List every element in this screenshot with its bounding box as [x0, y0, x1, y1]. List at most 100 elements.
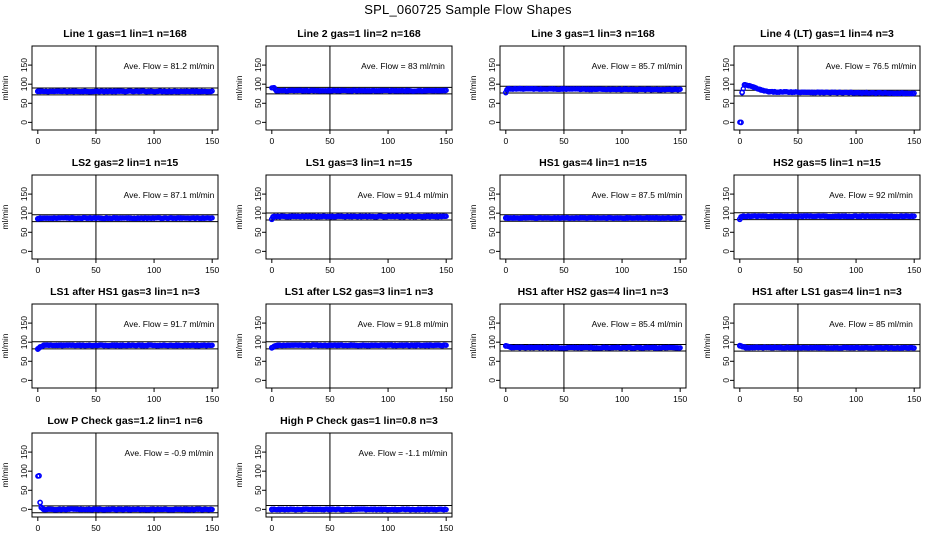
- panel-title: High P Check gas=1 lin=0.8 n=3: [280, 415, 438, 427]
- x-tick-label: 150: [205, 136, 219, 146]
- chart-panel: HS1 after HS2 gas=4 lin=1 n=3 ml/min 0 50 10…: [468, 286, 688, 404]
- data-point: [911, 345, 917, 351]
- x-tick-label: 50: [325, 136, 335, 146]
- x-tick-label: 100: [849, 265, 863, 275]
- data-point: [502, 215, 509, 221]
- y-tick-label: 150: [19, 445, 29, 459]
- x-tick-label: 50: [793, 265, 803, 275]
- x-tick-label: 50: [325, 523, 335, 533]
- panel-title: HS1 gas=4 lin=1 n=15: [539, 157, 647, 169]
- x-tick-label: 50: [559, 265, 569, 275]
- y-tick-label: 50: [721, 98, 731, 108]
- y-tick-label: 150: [487, 58, 497, 72]
- data-point: [502, 343, 509, 349]
- plot-frame: [31, 432, 219, 518]
- x-tick-label: 50: [559, 136, 569, 146]
- data-point: [37, 215, 43, 221]
- data-point: [443, 213, 449, 219]
- x-tick-label: 0: [737, 265, 742, 275]
- panel-title: LS2 gas=2 lin=1 n=15: [72, 157, 179, 169]
- x-tick-label: 100: [381, 523, 395, 533]
- x-tick-label: 100: [147, 136, 161, 146]
- y-tick-label: 50: [487, 227, 497, 237]
- x-tick-label: 100: [147, 394, 161, 404]
- y-tick-label: 100: [253, 77, 263, 91]
- y-tick-label: 50: [253, 227, 263, 237]
- x-tick-label: 50: [91, 523, 101, 533]
- x-tick-label: 0: [35, 523, 40, 533]
- data-point: [911, 213, 917, 219]
- data-series: [502, 214, 683, 222]
- data-series: [736, 213, 917, 223]
- data-point: [36, 472, 42, 479]
- data-point: [911, 90, 917, 96]
- avg-flow-label: Ave. Flow = 87.5 ml/min: [592, 190, 683, 200]
- y-axis-label: ml/min: [702, 204, 712, 229]
- y-tick-label: 150: [721, 316, 731, 330]
- y-tick-label: 150: [721, 58, 731, 72]
- y-tick-label: 50: [487, 356, 497, 366]
- avg-flow-label: Ave. Flow = 76.5 ml/min: [826, 61, 917, 71]
- panel-title: LS1 after LS2 gas=3 lin=1 n=3: [285, 286, 434, 298]
- x-tick-label: 50: [793, 394, 803, 404]
- y-tick-label: 50: [19, 98, 29, 108]
- y-tick-label: 0: [253, 507, 263, 512]
- plot-frame: [499, 45, 687, 131]
- y-tick-label: 50: [721, 356, 731, 366]
- y-tick-label: 100: [253, 464, 263, 478]
- chart-panel: LS1 after HS1 gas=3 lin=1 n=3 ml/min 0 50 10…: [0, 286, 220, 404]
- data-point: [40, 342, 47, 349]
- x-tick-label: 100: [381, 265, 395, 275]
- y-axis-label: ml/min: [702, 333, 712, 358]
- y-tick-label: 150: [19, 58, 29, 72]
- x-tick-label: 150: [205, 523, 219, 533]
- y-axis-label: ml/min: [234, 462, 244, 487]
- plot-frame: [733, 174, 921, 260]
- data-point: [739, 89, 745, 96]
- y-axis-label: ml/min: [468, 333, 478, 358]
- data-series: [34, 88, 215, 95]
- data-point: [34, 88, 41, 95]
- avg-flow-label: Ave. Flow = 87.1 ml/min: [124, 190, 215, 200]
- y-tick-label: 0: [721, 120, 731, 125]
- y-tick-label: 100: [253, 335, 263, 349]
- data-point: [274, 342, 281, 349]
- data-point: [746, 82, 752, 89]
- y-tick-label: 0: [487, 249, 497, 254]
- chart-panel: High P Check gas=1 lin=0.8 n=3 ml/min 0 50 1…: [234, 415, 454, 533]
- page-title: SPL_060725 Sample Flow Shapes: [364, 2, 572, 17]
- x-tick-label: 100: [849, 394, 863, 404]
- panel-title: Line 4 (LT) gas=1 lin=4 n=3: [760, 28, 894, 40]
- data-point: [271, 213, 277, 220]
- data-point: [40, 506, 47, 513]
- y-tick-label: 150: [487, 187, 497, 201]
- x-tick-label: 150: [673, 265, 687, 275]
- x-tick-label: 0: [269, 523, 274, 533]
- y-tick-label: 150: [19, 316, 29, 330]
- avg-flow-label: Ave. Flow = 91.4 ml/min: [358, 190, 449, 200]
- x-tick-label: 0: [503, 136, 508, 146]
- data-point: [750, 84, 757, 91]
- x-tick-label: 100: [615, 136, 629, 146]
- x-tick-label: 100: [615, 265, 629, 275]
- x-tick-label: 50: [91, 136, 101, 146]
- plot-frame: [499, 174, 687, 260]
- data-point: [677, 86, 683, 92]
- y-tick-label: 150: [253, 58, 263, 72]
- x-tick-label: 150: [673, 136, 687, 146]
- data-point: [209, 215, 215, 221]
- avg-flow-label: Ave. Flow = 92 ml/min: [829, 190, 913, 200]
- y-tick-label: 0: [721, 378, 731, 383]
- x-tick-label: 0: [35, 394, 40, 404]
- y-tick-label: 0: [253, 249, 263, 254]
- data-series: [268, 506, 449, 513]
- x-tick-label: 0: [737, 136, 742, 146]
- x-tick-label: 0: [269, 265, 274, 275]
- avg-flow-label: Ave. Flow = 85.7 ml/min: [592, 61, 683, 71]
- panel-title: Line 1 gas=1 lin=1 n=168: [63, 28, 187, 40]
- avg-flow-label: Ave. Flow = -0.9 ml/min: [125, 448, 214, 458]
- y-tick-label: 100: [721, 335, 731, 349]
- y-tick-label: 100: [721, 206, 731, 220]
- x-tick-label: 150: [907, 394, 921, 404]
- y-tick-label: 0: [253, 120, 263, 125]
